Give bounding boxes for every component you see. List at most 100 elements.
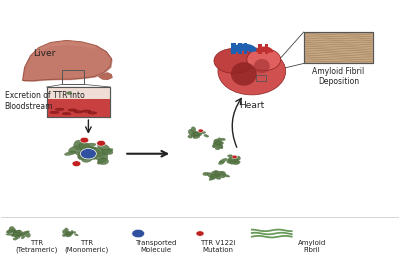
Ellipse shape <box>65 232 72 235</box>
Ellipse shape <box>222 174 230 177</box>
Polygon shape <box>24 42 113 82</box>
Bar <box>304 32 373 63</box>
Ellipse shape <box>81 143 96 148</box>
Ellipse shape <box>191 132 201 137</box>
Ellipse shape <box>8 229 14 233</box>
Bar <box>244 43 247 54</box>
Ellipse shape <box>62 230 67 235</box>
Ellipse shape <box>212 171 220 176</box>
Ellipse shape <box>192 132 200 136</box>
Ellipse shape <box>66 231 71 235</box>
Ellipse shape <box>6 229 16 233</box>
Text: Excretion of TTR into
Bloodstream: Excretion of TTR into Bloodstream <box>5 91 84 110</box>
Ellipse shape <box>16 230 23 234</box>
Text: Transported
Molecule: Transported Molecule <box>136 240 177 253</box>
Ellipse shape <box>88 112 97 114</box>
Bar <box>46 87 110 117</box>
Ellipse shape <box>193 132 199 137</box>
Circle shape <box>97 140 106 146</box>
Ellipse shape <box>234 159 238 162</box>
Ellipse shape <box>50 111 59 114</box>
Ellipse shape <box>74 140 84 149</box>
Bar <box>256 75 266 81</box>
Ellipse shape <box>79 142 91 152</box>
Ellipse shape <box>13 238 17 240</box>
Ellipse shape <box>93 148 108 162</box>
Ellipse shape <box>78 147 93 158</box>
Ellipse shape <box>84 152 96 159</box>
Polygon shape <box>98 73 112 80</box>
Ellipse shape <box>201 132 206 134</box>
Ellipse shape <box>81 151 98 159</box>
Ellipse shape <box>216 177 221 179</box>
Ellipse shape <box>221 138 225 141</box>
Ellipse shape <box>21 236 25 239</box>
Ellipse shape <box>84 147 97 156</box>
Ellipse shape <box>219 158 227 163</box>
Ellipse shape <box>9 226 14 231</box>
Bar <box>231 43 236 54</box>
Ellipse shape <box>214 170 218 174</box>
Ellipse shape <box>214 140 220 143</box>
Ellipse shape <box>213 143 218 148</box>
Ellipse shape <box>218 138 222 143</box>
Ellipse shape <box>231 62 257 86</box>
Ellipse shape <box>14 231 18 236</box>
Ellipse shape <box>74 111 83 113</box>
Ellipse shape <box>214 174 220 177</box>
Ellipse shape <box>14 233 20 236</box>
Ellipse shape <box>228 155 233 157</box>
Ellipse shape <box>218 161 224 164</box>
Ellipse shape <box>24 232 30 237</box>
Ellipse shape <box>219 144 223 148</box>
Circle shape <box>198 129 203 132</box>
Ellipse shape <box>65 228 68 232</box>
Ellipse shape <box>97 143 110 151</box>
Ellipse shape <box>210 174 216 180</box>
Ellipse shape <box>217 144 223 149</box>
Ellipse shape <box>15 236 20 239</box>
Text: Amyloid
Fibril: Amyloid Fibril <box>298 240 326 253</box>
Ellipse shape <box>234 157 239 164</box>
Text: TTR
(Monomeric): TTR (Monomeric) <box>64 240 108 253</box>
Bar <box>46 87 110 99</box>
Ellipse shape <box>81 150 92 159</box>
Ellipse shape <box>66 232 70 235</box>
Ellipse shape <box>98 158 108 165</box>
Ellipse shape <box>254 59 270 73</box>
Ellipse shape <box>229 157 235 161</box>
Ellipse shape <box>13 230 21 236</box>
Ellipse shape <box>207 173 215 178</box>
Ellipse shape <box>82 156 92 162</box>
Ellipse shape <box>62 234 66 237</box>
Bar <box>46 87 110 117</box>
Ellipse shape <box>234 161 240 165</box>
Ellipse shape <box>13 231 18 236</box>
Circle shape <box>72 161 81 166</box>
Ellipse shape <box>13 232 21 236</box>
Ellipse shape <box>67 92 72 94</box>
Ellipse shape <box>78 151 94 160</box>
Ellipse shape <box>229 161 235 163</box>
Bar <box>304 32 373 63</box>
Ellipse shape <box>203 172 208 176</box>
Ellipse shape <box>82 110 91 112</box>
Ellipse shape <box>218 48 286 95</box>
Ellipse shape <box>86 150 94 158</box>
Bar <box>46 99 110 117</box>
Ellipse shape <box>14 230 21 235</box>
Ellipse shape <box>212 142 219 147</box>
Ellipse shape <box>215 171 223 175</box>
Text: Liver: Liver <box>33 48 56 58</box>
Ellipse shape <box>21 234 24 237</box>
Ellipse shape <box>204 134 209 137</box>
Ellipse shape <box>74 234 78 236</box>
Text: Heart: Heart <box>239 102 264 110</box>
Ellipse shape <box>88 147 100 155</box>
Circle shape <box>196 231 204 236</box>
Ellipse shape <box>6 234 14 235</box>
Ellipse shape <box>81 147 97 159</box>
Ellipse shape <box>213 141 224 145</box>
Circle shape <box>132 229 144 238</box>
Ellipse shape <box>71 230 73 235</box>
